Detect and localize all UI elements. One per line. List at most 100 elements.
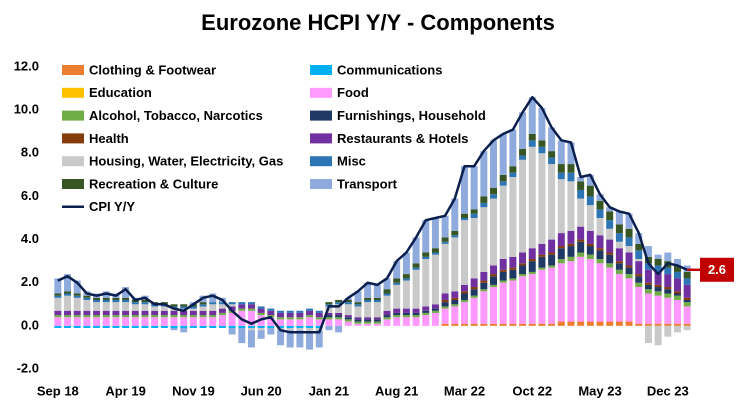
legend-label: Furnishings, Household <box>337 108 486 123</box>
bar-segment <box>412 269 420 309</box>
bar-segment <box>596 209 604 218</box>
bar-segment <box>490 194 498 199</box>
bar-segment <box>141 325 149 329</box>
bar-segment <box>354 319 362 322</box>
bar-segment <box>286 328 294 331</box>
bar-segment <box>519 265 527 275</box>
bar-segment <box>441 243 449 294</box>
bar-segment <box>606 220 614 229</box>
bar-segment <box>83 310 91 316</box>
bar-segment <box>306 325 314 329</box>
bar-segment <box>151 325 159 329</box>
bar-segment <box>131 304 139 311</box>
legend-label: Health <box>89 131 129 146</box>
bar-segment <box>422 310 430 313</box>
bar-segment <box>596 258 604 264</box>
bar-segment <box>131 315 139 318</box>
bar-segment <box>586 246 594 255</box>
bar-segment <box>122 317 130 326</box>
bar-segment <box>557 263 565 322</box>
bar-segment <box>499 133 507 175</box>
bar-segment <box>664 252 672 262</box>
bar-segment <box>490 276 498 285</box>
bar-segment <box>286 310 294 313</box>
bar-segment <box>199 325 207 329</box>
x-tick-label: Apr 19 <box>105 383 145 398</box>
bar-segment <box>199 304 207 307</box>
bar-segment <box>141 317 149 326</box>
bar-segment <box>586 258 594 322</box>
bar-segment <box>470 213 478 218</box>
bar-segment <box>451 306 459 324</box>
bar-segment <box>586 230 594 244</box>
bar-segment <box>73 325 81 329</box>
bar-segment <box>538 153 546 244</box>
bar-segment <box>54 325 62 329</box>
bar-segment <box>335 299 343 303</box>
bar-segment <box>364 319 372 322</box>
bar-segment <box>451 235 459 238</box>
bar-segment <box>325 302 333 305</box>
bar-segment <box>625 228 633 238</box>
bar-segment <box>315 330 323 348</box>
bar-segment <box>431 304 439 309</box>
bar-segment <box>683 271 691 279</box>
bar-segment <box>673 258 681 266</box>
bar-segment <box>499 174 507 182</box>
bar-segment <box>102 325 110 329</box>
bar-segment <box>412 237 420 264</box>
bar-segment <box>228 325 236 329</box>
bar-segment <box>509 267 517 270</box>
bar-segment <box>625 265 633 268</box>
bar-segment <box>296 328 304 331</box>
bar-segment <box>73 315 81 318</box>
bar-segment <box>460 302 468 324</box>
bar-segment <box>615 233 623 242</box>
bar-segment <box>83 317 91 326</box>
bar-segment <box>528 133 536 141</box>
bar-segment <box>180 306 188 309</box>
bar-segment <box>509 280 517 324</box>
bar-segment <box>247 330 255 348</box>
bar-segment <box>228 304 236 307</box>
bar-segment <box>683 323 691 326</box>
bar-segment <box>441 293 449 300</box>
x-tick-label: Mar 22 <box>444 383 485 398</box>
bar-segment <box>538 140 546 147</box>
bar-segment <box>141 299 149 303</box>
bar-segment <box>490 198 498 266</box>
bar-segment <box>373 302 381 318</box>
bar-segment <box>296 312 304 318</box>
bar-segment <box>664 325 672 337</box>
callout-label: 2.6 <box>708 262 726 277</box>
bar-segment <box>470 323 478 326</box>
bar-segment <box>635 274 643 277</box>
bar-segment <box>112 310 120 316</box>
bar-segment <box>54 317 62 326</box>
bar-segment <box>141 315 149 318</box>
bar-segment <box>615 211 623 225</box>
bar-segment <box>344 302 352 305</box>
legend-label: Housing, Water, Electricity, Gas <box>89 154 283 169</box>
bar-segment <box>209 325 217 329</box>
bar-segment <box>625 213 633 229</box>
bar-segment <box>277 330 285 346</box>
bar-segment <box>528 140 536 147</box>
bar-segment <box>141 310 149 316</box>
bar-segment <box>112 325 120 329</box>
bar-segment <box>238 304 246 309</box>
bar-segment <box>306 332 314 350</box>
bar-segment <box>64 293 72 296</box>
bar-segment <box>315 312 323 318</box>
bar-segment <box>441 299 449 303</box>
bar-segment <box>247 308 255 311</box>
bar-segment <box>199 317 207 326</box>
bar-segment <box>557 248 565 259</box>
legend-swatch <box>310 133 332 144</box>
bar-segment <box>122 315 130 318</box>
bar-segment <box>664 287 672 290</box>
bar-segment <box>247 328 255 331</box>
bar-segment <box>402 315 410 318</box>
bar-segment <box>548 323 556 326</box>
bar-segment <box>490 287 498 324</box>
